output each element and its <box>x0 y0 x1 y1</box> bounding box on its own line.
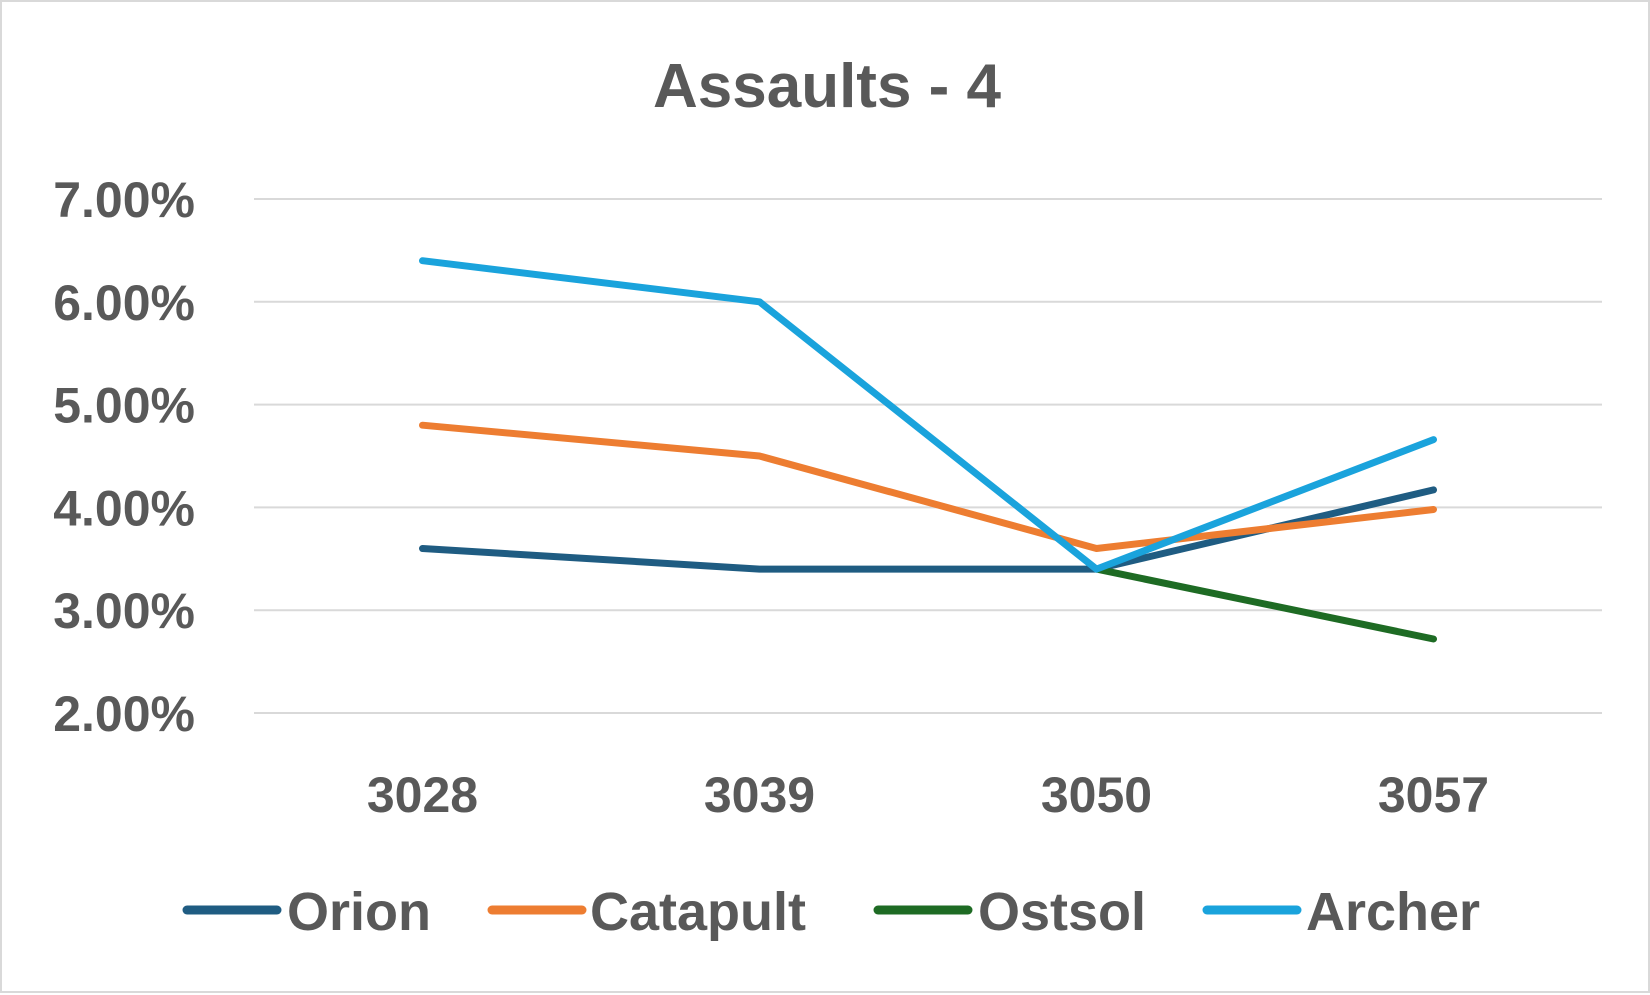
x-tick-label: 3057 <box>1378 767 1489 823</box>
series-lines <box>419 257 1437 643</box>
y-axis-tick-labels: 2.00% 3.00% 4.00% 5.00% 6.00% 7.00% <box>53 172 195 742</box>
y-tick-label: 4.00% <box>53 480 195 536</box>
series-line-archer <box>419 257 1437 573</box>
y-tick-label: 7.00% <box>53 172 195 228</box>
legend-label: Ostsol <box>978 882 1146 942</box>
x-tick-label: 3028 <box>367 767 478 823</box>
legend-label: Catapult <box>590 882 806 942</box>
gridlines <box>254 198 1602 714</box>
x-axis-tick-labels: 3028 3039 3050 3057 <box>367 767 1489 823</box>
y-tick-label: 6.00% <box>53 275 195 331</box>
chart-title: Assaults - 4 <box>653 52 1002 121</box>
series-line-ostsol <box>1093 565 1437 643</box>
series-line-catapult <box>419 421 1437 552</box>
legend-item-catapult: Catapult <box>487 882 806 942</box>
legend: Orion Catapult Ostsol Archer <box>182 882 1480 942</box>
y-tick-label: 2.00% <box>53 686 195 742</box>
legend-label: Orion <box>287 882 431 942</box>
x-tick-label: 3050 <box>1041 767 1152 823</box>
legend-item-ostsol: Ostsol <box>873 882 1146 942</box>
legend-label: Archer <box>1306 882 1480 942</box>
legend-item-archer: Archer <box>1202 882 1480 942</box>
y-tick-label: 3.00% <box>53 583 195 639</box>
legend-item-orion: Orion <box>182 882 431 942</box>
x-tick-label: 3039 <box>704 767 815 823</box>
y-tick-label: 5.00% <box>53 378 195 434</box>
